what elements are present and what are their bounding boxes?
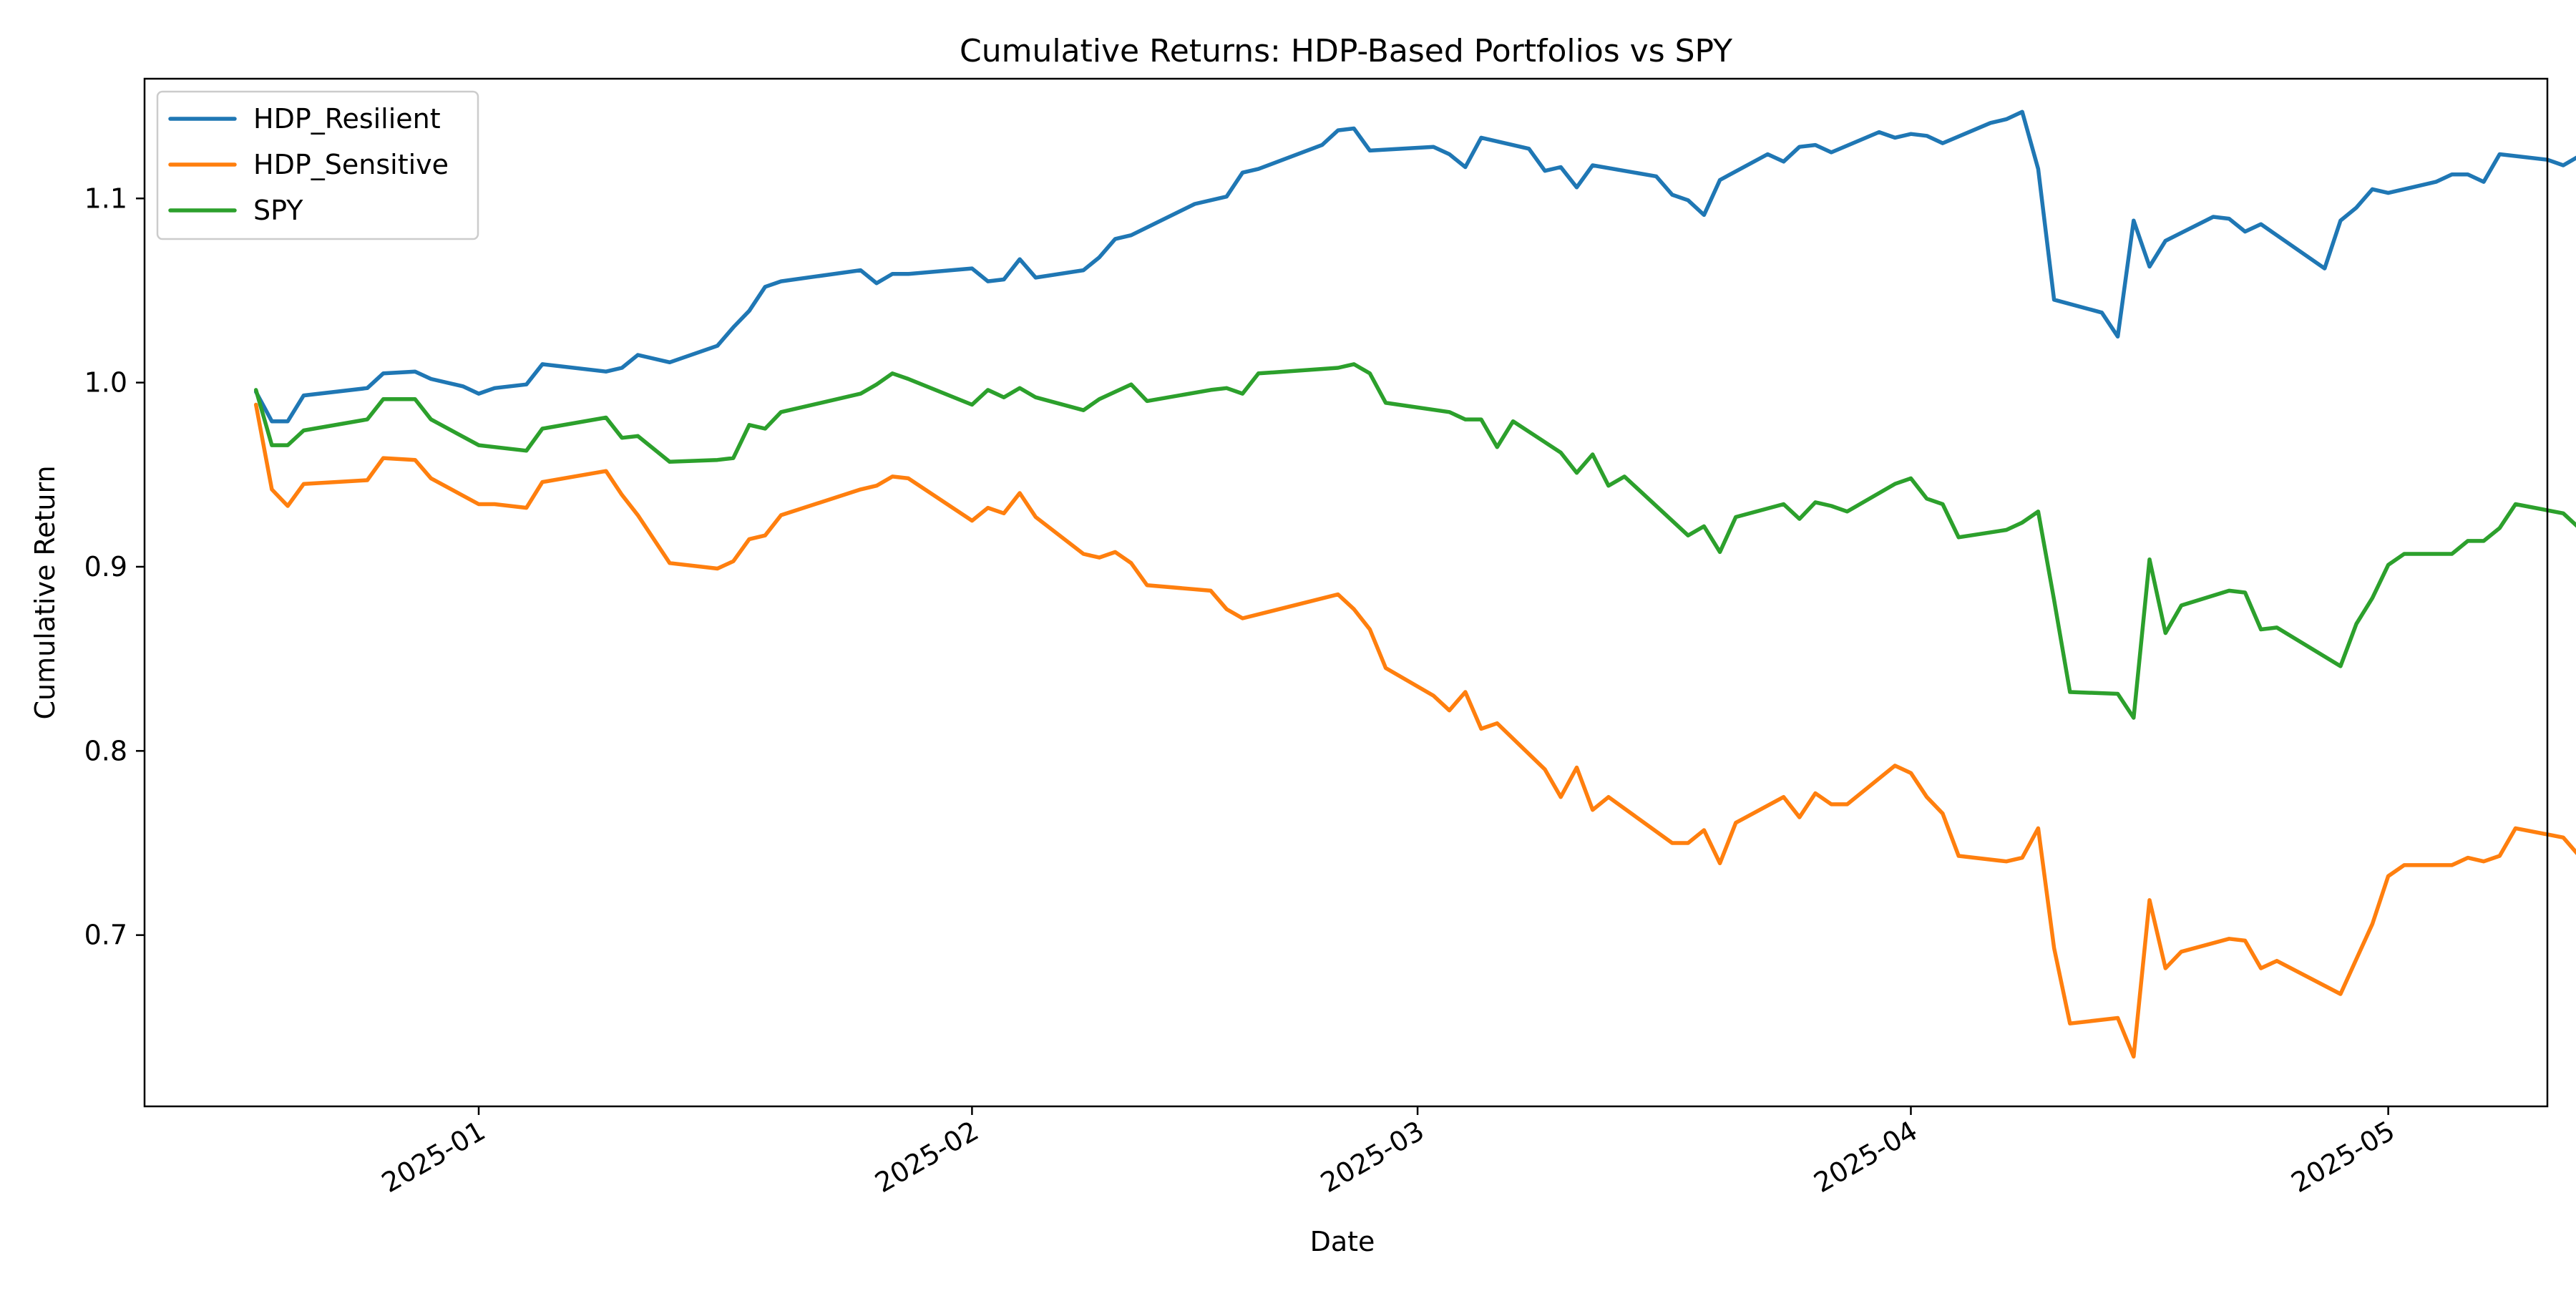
series-line-spy bbox=[253, 362, 2576, 720]
y-tick-label: 1.0 bbox=[84, 367, 127, 399]
legend-label: HDP_Sensitive bbox=[253, 149, 449, 180]
legend-box bbox=[156, 90, 479, 240]
legend: HDP_Resilient HDP_Sensitive SPY bbox=[156, 90, 479, 240]
y-axis: 0.7 0.8 0.9 1.0 1.1 bbox=[84, 182, 145, 951]
y-tick-label: 1.1 bbox=[84, 182, 127, 214]
y-tick-label: 0.9 bbox=[84, 551, 127, 583]
y-tick-label: 0.8 bbox=[84, 735, 127, 766]
chart-title: Cumulative Returns: HDP-Based Portfolios… bbox=[960, 33, 1732, 69]
series-line-hdp-resilient bbox=[253, 109, 2576, 424]
series-line-hdp-sensitive bbox=[253, 402, 2576, 1059]
legend-label: HDP_Resilient bbox=[253, 103, 441, 135]
series-lines bbox=[253, 109, 2576, 1059]
y-tick-label: 0.7 bbox=[84, 920, 127, 951]
plot-area-frame bbox=[143, 77, 2549, 1108]
x-axis-label: Date bbox=[1310, 1226, 1375, 1257]
y-axis-label: Cumulative Return bbox=[29, 465, 61, 719]
legend-label: SPY bbox=[253, 195, 303, 226]
